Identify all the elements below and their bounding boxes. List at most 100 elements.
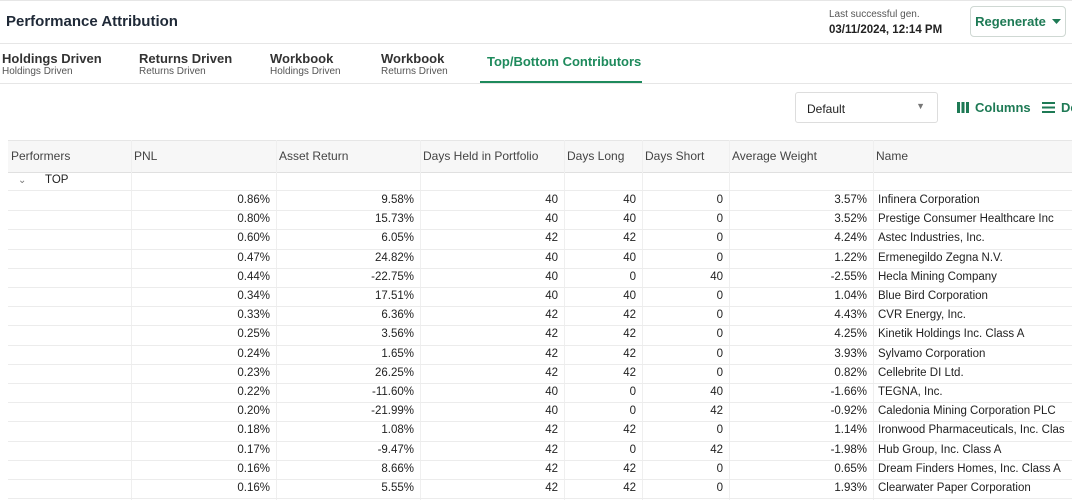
cell-value: 42 <box>545 328 558 341</box>
tab-title: Holdings Driven <box>2 51 102 66</box>
cell-value: 42 <box>623 366 636 379</box>
cell-value: 0 <box>716 290 723 302</box>
cell-name: CVR Energy, Inc. <box>878 309 966 322</box>
cell-value: 0.33% <box>237 309 270 322</box>
cell-value: 42 <box>710 405 723 418</box>
cell-value: 3.57% <box>834 194 867 206</box>
row-border <box>8 306 1072 308</box>
cell-value: 42 <box>623 232 636 245</box>
cell-value: 40 <box>623 194 636 206</box>
tab[interactable]: Holdings Driven Holdings Driven <box>2 51 102 77</box>
cell-value: 0 <box>716 462 723 475</box>
column-divider <box>131 140 132 500</box>
tab-divider <box>0 83 1072 84</box>
column-divider <box>642 140 643 500</box>
row-border <box>8 210 1072 212</box>
columns-label: Columns <box>975 100 1031 115</box>
cell-name: Hub Group, Inc. Class A <box>878 443 1002 456</box>
cell-value: 0 <box>716 328 723 341</box>
cell-name: Astec Industries, Inc. <box>878 232 985 245</box>
cell-value: 42 <box>545 347 558 360</box>
row-border <box>8 248 1072 250</box>
row-border <box>8 363 1072 365</box>
cell-value: 0.24% <box>237 347 270 360</box>
tab[interactable]: Returns Driven Returns Driven <box>139 51 232 77</box>
group-toggle[interactable]: ⌄ <box>18 175 27 186</box>
select-caret: ▼ <box>916 101 925 111</box>
column-divider <box>276 140 277 500</box>
row-border <box>8 383 1072 384</box>
cell-value: 5.55% <box>381 482 414 494</box>
row-border <box>8 287 1072 288</box>
tab-title: Workbook <box>270 51 334 66</box>
row-border <box>8 229 1072 231</box>
cell-value: 42 <box>623 347 636 360</box>
tab-title: Top/Bottom Contributors <box>487 54 642 69</box>
tab-subtitle: Holdings Driven <box>2 66 73 77</box>
density-icon <box>1042 102 1055 113</box>
tab[interactable]: Top/Bottom Contributors <box>487 51 641 69</box>
header-divider <box>0 43 1072 44</box>
cell-value: 42 <box>623 309 636 322</box>
column-header: Asset Return <box>279 149 349 163</box>
cell-value: 40 <box>623 251 636 264</box>
cell-value: 6.36% <box>381 309 414 322</box>
cell-value: 0.20% <box>237 405 270 418</box>
regenerate-button[interactable]: Regenerate <box>970 6 1066 37</box>
column-divider <box>873 140 874 500</box>
tab-subtitle: Returns Driven <box>139 66 206 77</box>
cell-name: TEGNA, Inc. <box>878 386 943 398</box>
cell-value: 42 <box>710 443 723 456</box>
cell-value: 42 <box>545 232 558 245</box>
cell-value: 0 <box>716 232 723 245</box>
tab[interactable]: Workbook Returns Driven <box>381 51 448 77</box>
column-header: Days Long <box>567 149 625 163</box>
cell-value: 1.14% <box>834 424 867 437</box>
cell-value: 0.18% <box>237 424 270 437</box>
column-header: Average Weight <box>732 149 817 163</box>
cell-value: 15.73% <box>374 213 414 226</box>
columns-button[interactable]: Columns <box>957 100 1031 115</box>
cell-value: 6.05% <box>381 232 414 245</box>
cell-value: 0 <box>716 309 723 322</box>
cell-value: -22.75% <box>371 270 414 283</box>
cell-value: 0 <box>716 251 723 264</box>
cell-value: 42 <box>545 366 558 379</box>
view-select[interactable]: Default ▼ <box>795 92 938 123</box>
cell-value: 24.82% <box>374 251 414 264</box>
cell-name: Clearwater Paper Corporation <box>878 482 1031 494</box>
cell-name: Kinetik Holdings Inc. Class A <box>878 328 1025 341</box>
tab-subtitle: Returns Driven <box>381 66 448 77</box>
cell-value: 0 <box>716 366 723 379</box>
cell-value: 0.65% <box>834 462 867 475</box>
columns-icon <box>957 102 969 113</box>
row-border <box>8 440 1072 442</box>
row-border <box>8 325 1072 327</box>
cell-value: 40 <box>545 194 558 206</box>
column-header: Days Held in Portfolio <box>423 149 539 163</box>
row-border <box>8 402 1072 404</box>
cell-value: -9.47% <box>377 443 414 456</box>
cell-value: 1.65% <box>381 347 414 360</box>
tab[interactable]: Workbook Holdings Driven <box>270 51 341 77</box>
cell-value: 42 <box>545 462 558 475</box>
cell-value: 0.47% <box>237 251 270 264</box>
cell-name: Ironwood Pharmaceuticals, Inc. Clas <box>878 424 1065 437</box>
row-border <box>8 267 1072 269</box>
cell-value: 0 <box>629 443 636 456</box>
cell-value: 1.04% <box>834 290 867 302</box>
cell-value: 0 <box>629 270 636 283</box>
cell-value: -2.55% <box>830 270 867 283</box>
cell-value: 3.52% <box>834 213 867 226</box>
cell-value: 40 <box>623 290 636 302</box>
cell-value: 0.16% <box>237 482 270 494</box>
density-button[interactable]: De <box>1042 100 1072 115</box>
cell-value: 40 <box>545 405 558 418</box>
cell-value: 4.24% <box>834 232 867 245</box>
cell-value: 0.22% <box>237 386 270 398</box>
cell-value: 42 <box>545 443 558 456</box>
cell-value: 42 <box>545 309 558 322</box>
cell-value: 1.93% <box>834 482 867 494</box>
cell-value: 0 <box>629 386 636 398</box>
